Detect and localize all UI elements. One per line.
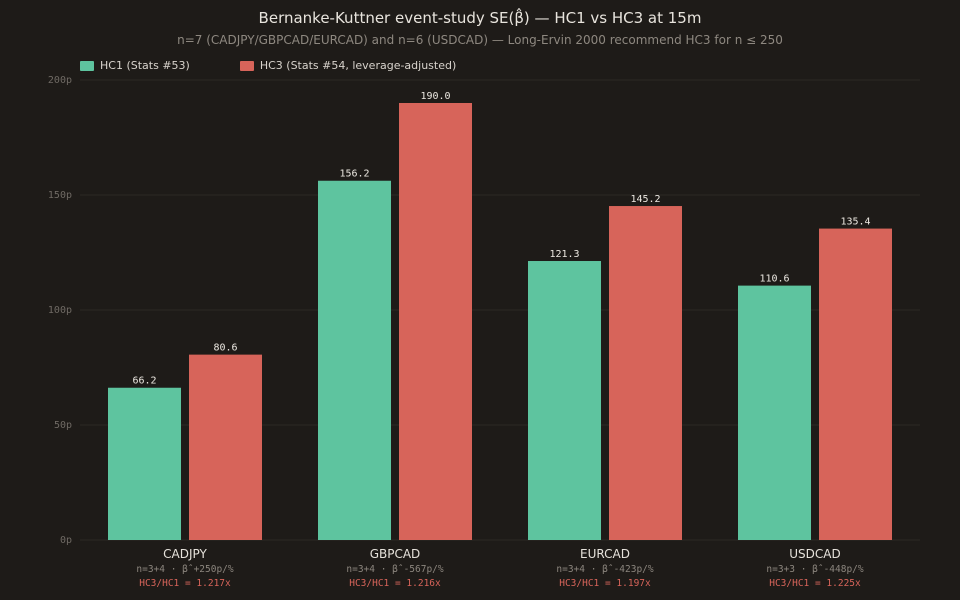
bar-hc3-cadjpy [189,354,262,540]
bar-value-label: 66.2 [132,376,156,387]
bar-value-label: 145.2 [630,194,660,205]
y-tick-label: 200p [48,75,72,86]
bar-value-label: 156.2 [339,169,369,180]
legend: HC1 (Stats #53) HC3 (Stats #54, leverage… [80,59,456,72]
y-tick-label: 0p [60,535,72,546]
legend-item-hc3: HC3 (Stats #54, leverage-adjusted) [239,59,457,72]
chart-subtitle: n=7 (CADJPY/GBPCAD/EURCAD) and n=6 (USDC… [177,33,783,47]
bar-hc1-gbpcad [318,180,391,541]
bar-value-label: 190.0 [420,91,450,102]
bar-hc3-eurcad [609,206,682,541]
bar-value-label: 80.6 [213,343,237,354]
category-detail: n=3+3 · β̂ -448p/% [766,564,864,575]
legend-label-hc1: HC1 (Stats #53) [100,59,190,72]
y-tick-label: 50p [54,420,72,431]
bar-value-label: 135.4 [840,217,870,228]
bar-hc1-cadjpy [108,387,181,540]
legend-item-hc1: HC1 (Stats #53) [80,59,190,72]
y-tick-label: 100p [48,305,72,316]
category-ratio: HC3/HC1 = 1.225x [769,578,861,589]
x-tick-label: CADJPY [163,547,207,561]
chart-title: Bernanke-Kuttner event-study SE(β̂) — HC… [258,9,702,27]
x-tick-label: EURCAD [580,547,630,561]
y-tick-label: 150p [48,190,72,201]
legend-swatch-hc1 [80,60,94,71]
category-detail: n=3+4 · β̂ -567p/% [346,564,444,575]
bar-hc1-eurcad [528,261,601,540]
x-tick-label: USDCAD [789,547,840,561]
legend-swatch-hc3 [239,60,254,71]
x-tick-label: GBPCAD [370,547,421,561]
bar-hc3-usdcad [819,228,892,540]
category-detail: n=3+4 · β̂ +250p/% [136,564,234,575]
category-detail: n=3+4 · β̂ -423p/% [556,564,654,575]
category-ratio: HC3/HC1 = 1.216x [349,578,441,589]
legend-label-hc3: HC3 (Stats #54, leverage-adjusted) [259,59,457,72]
category-ratio: HC3/HC1 = 1.217x [139,578,231,589]
bar-hc1-usdcad [738,285,811,540]
category-ratio: HC3/HC1 = 1.197x [559,578,651,589]
bar-value-label: 121.3 [549,249,579,260]
bar-hc3-gbpcad [399,103,472,540]
bar-value-label: 110.6 [759,274,789,285]
